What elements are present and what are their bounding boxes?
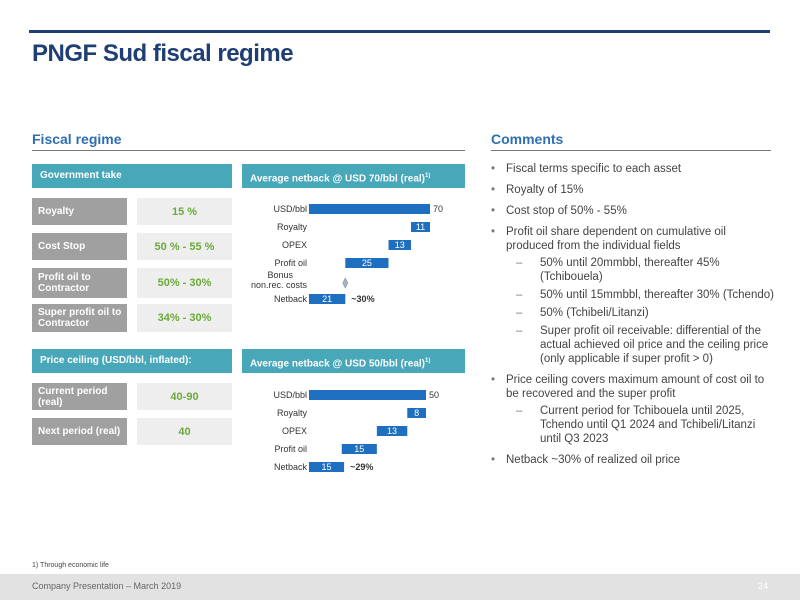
- chart-bar: [309, 462, 345, 472]
- comment-text: Cost stop of 50% - 55%: [506, 205, 627, 217]
- royalty-label: Royalty: [32, 198, 127, 225]
- chart-bar: [309, 294, 346, 304]
- chart2-header: Average netback @ USD 50/bbl (real)1): [242, 349, 465, 373]
- chart-category-label: Profit oil: [274, 444, 307, 454]
- footnote: 1) Through economic life: [32, 562, 109, 569]
- comment-text: Profit oil share dependent on cumulative…: [506, 226, 726, 252]
- comment-bullet: Profit oil share dependent on cumulative…: [491, 225, 776, 366]
- cost-stop-value: 50 % - 55 %: [137, 233, 232, 260]
- chart-bar: [388, 240, 411, 250]
- chart-value-label: 21: [322, 294, 332, 304]
- comment-sub-bullet: 50% until 15mmbbl, thereafter 30% (Tchen…: [516, 288, 776, 302]
- chart-category-label: Profit oil: [274, 258, 307, 268]
- comment-bullet: Royalty of 15%: [491, 183, 776, 197]
- chart-value-label: 13: [395, 240, 405, 250]
- chart-category-label: OPEX: [282, 240, 307, 250]
- profit-oil-value: 50% - 30%: [137, 268, 232, 298]
- page-number: 24: [757, 581, 768, 591]
- comment-text: Netback ~30% of realized oil price: [506, 454, 681, 466]
- comment-bullet: Fiscal terms specific to each asset: [491, 162, 776, 176]
- comment-sub-bullet: 50% (Tchibeli/Litanzi): [516, 306, 776, 320]
- chart-value-label: 15: [322, 462, 332, 472]
- chart-category-label: Bonus non.rec. costs: [251, 270, 308, 290]
- chart-bar: [309, 204, 430, 214]
- chart-bar: [309, 390, 426, 400]
- chart-bar: [341, 444, 377, 454]
- fiscal-regime-rule: [32, 150, 465, 151]
- chart-netback-annotation: ~30%: [351, 294, 374, 304]
- chart-value-label: 13: [387, 426, 397, 436]
- comment-bullet: Cost stop of 50% - 55%: [491, 204, 776, 218]
- current-period-label: Current period (real): [32, 383, 127, 410]
- chart2-title: Average netback @ USD 50/bbl (real): [250, 358, 425, 370]
- chart-value-label: 25: [362, 258, 372, 268]
- chart-bar: [410, 222, 430, 232]
- cost-stop-label: Cost Stop: [32, 233, 127, 260]
- chart-value-label: 8: [414, 408, 419, 418]
- page-title: PNGF Sud fiscal regime: [32, 40, 294, 67]
- footer: Company Presentation – March 2019 24: [0, 574, 800, 600]
- chart-category-label: USD/bbl: [273, 204, 307, 214]
- chart-bar: [345, 258, 389, 268]
- profit-oil-label: Profit oil to Contractor: [32, 268, 127, 298]
- next-period-value: 40: [137, 418, 232, 445]
- comments-list: Fiscal terms specific to each asset Royal…: [491, 162, 776, 474]
- chart-category-label: OPEX: [282, 426, 307, 436]
- chart-category-label: Netback: [274, 462, 308, 472]
- royalty-value: 15 %: [137, 198, 232, 225]
- chart-bar: [376, 426, 408, 436]
- chart-netback-annotation: ~29%: [350, 462, 373, 472]
- chart-value-label: 15: [354, 444, 364, 454]
- netback-50-chart: USD/bbl 50 Royalty 8 OPEX 13 Profit oil 15 Netba…: [273, 390, 439, 472]
- chart1-title-sup: 1): [425, 173, 431, 179]
- netback-70-chart: USD/bbl 70 Royalty 11 OPEX 13 Profit oil 25 Bonu…: [251, 204, 443, 304]
- current-period-value: 40-90: [137, 383, 232, 410]
- fiscal-regime-heading: Fiscal regime: [32, 131, 122, 147]
- chart2-title-sup: 1): [425, 358, 431, 364]
- chart-category-label: Royalty: [277, 222, 308, 232]
- price-ceiling-header: Price ceiling (USD/bbl, inflated):: [32, 349, 232, 373]
- comment-text: Fiscal terms specific to each asset: [506, 163, 682, 175]
- super-profit-oil-label: Super profit oil to Contractor: [32, 304, 127, 332]
- comment-sub-bullet: 50% until 20mmbbl, thereafter 45% (Tchib…: [516, 256, 776, 284]
- chart-value-label: 11: [416, 222, 425, 232]
- government-take-header: Government take: [32, 164, 232, 188]
- next-period-label: Next period (real): [32, 418, 127, 445]
- chart-category-label: Royalty: [277, 408, 308, 418]
- super-profit-oil-value: 34% - 30%: [137, 304, 232, 332]
- comment-text: Price ceiling covers maximum amount of c…: [506, 374, 765, 400]
- comment-text: Royalty of 15%: [506, 184, 584, 196]
- chart1-title: Average netback @ USD 70/bbl (real): [250, 173, 425, 185]
- chart-bar: [407, 408, 426, 418]
- comments-heading: Comments: [491, 131, 564, 147]
- chart-category-label: Netback: [274, 294, 308, 304]
- chart-value-label: 50: [429, 390, 439, 400]
- footer-text: Company Presentation – March 2019: [32, 581, 182, 591]
- comment-sub-bullet: Current period for Tchibouela until 2025…: [516, 404, 776, 446]
- chart-bar-marker: [342, 277, 349, 289]
- chart-value-label: 70: [433, 204, 443, 214]
- chart-category-label: USD/bbl: [273, 390, 307, 400]
- comments-rule: [491, 150, 771, 151]
- top-rule: [29, 30, 770, 33]
- chart1-header: Average netback @ USD 70/bbl (real)1): [242, 164, 465, 188]
- comment-bullet: Netback ~30% of realized oil price: [491, 453, 776, 467]
- comment-sub-bullet: Super profit oil receivable: differentia…: [516, 324, 776, 366]
- comment-bullet: Price ceiling covers maximum amount of c…: [491, 373, 776, 446]
